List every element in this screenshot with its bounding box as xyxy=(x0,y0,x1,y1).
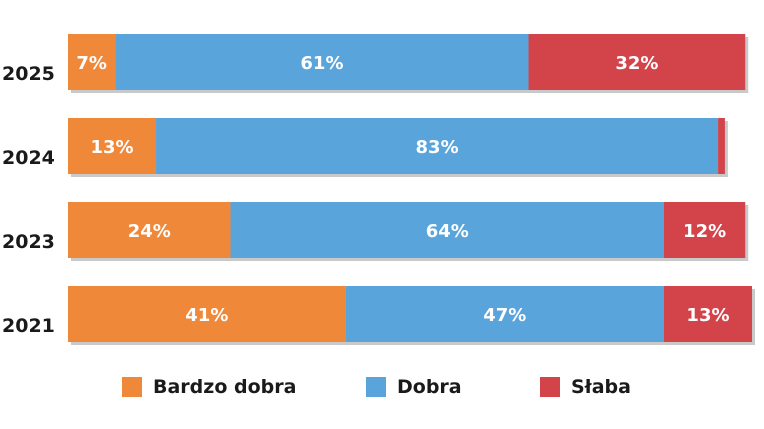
bar-segment-bardzo-dobra xyxy=(68,34,116,90)
data-label: 83% xyxy=(416,137,459,158)
bar-segment-dobra xyxy=(230,202,664,258)
bar-segment-bardzo-dobra xyxy=(68,286,346,342)
bar-row-2024: 13% 83% 2024 xyxy=(2,118,728,177)
bar-segment-slaba xyxy=(718,118,725,174)
legend-label-bardzo-dobra: Bardzo dobra xyxy=(153,376,297,398)
legend-swatch-dobra xyxy=(366,377,386,397)
bar-segment-dobra xyxy=(156,118,719,174)
data-label: 41% xyxy=(185,305,228,326)
data-label: 12% xyxy=(683,221,726,242)
data-label: 47% xyxy=(483,305,526,326)
legend: Bardzo dobra Dobra Słaba xyxy=(0,370,764,404)
legend-item-slaba: Słaba xyxy=(540,370,631,404)
bar-segment-slaba xyxy=(663,286,752,342)
stacked-bar-chart: 7% 61% 32% 2025 13% 83% 2024 24% 64% 12% 2023 41% 47… xyxy=(2,34,755,345)
data-label: 24% xyxy=(128,221,171,242)
legend-swatch-bardzo-dobra xyxy=(122,377,142,397)
legend-label-slaba: Słaba xyxy=(571,376,631,398)
data-label: 13% xyxy=(686,305,729,326)
bar-segment-slaba xyxy=(663,202,746,258)
bar-row-2025: 7% 61% 32% 2025 xyxy=(2,34,749,93)
bar-segment-bardzo-dobra xyxy=(68,118,157,174)
bar-segment-dobra xyxy=(345,286,664,342)
legend-label-dobra: Dobra xyxy=(397,376,462,398)
legend-item-bardzo-dobra: Bardzo dobra xyxy=(122,370,296,404)
bar-segment-slaba xyxy=(528,34,746,90)
y-tick-label: 2023 xyxy=(2,231,55,253)
legend-item-dobra: Dobra xyxy=(366,370,462,404)
bar-row-2023: 24% 64% 12% 2023 xyxy=(2,202,749,261)
data-label: 64% xyxy=(426,221,469,242)
bar-row-2021: 41% 47% 13% 2021 xyxy=(2,286,755,345)
y-tick-label: 2025 xyxy=(2,63,55,85)
bar-segment-dobra xyxy=(115,34,529,90)
bar-segment-bardzo-dobra xyxy=(68,202,231,258)
data-label: 61% xyxy=(300,53,343,74)
data-label: 32% xyxy=(615,53,658,74)
data-label: 7% xyxy=(76,53,107,74)
y-tick-label: 2021 xyxy=(2,315,55,337)
legend-swatch-slaba xyxy=(540,377,560,397)
data-label: 13% xyxy=(90,137,133,158)
y-tick-label: 2024 xyxy=(2,147,55,169)
